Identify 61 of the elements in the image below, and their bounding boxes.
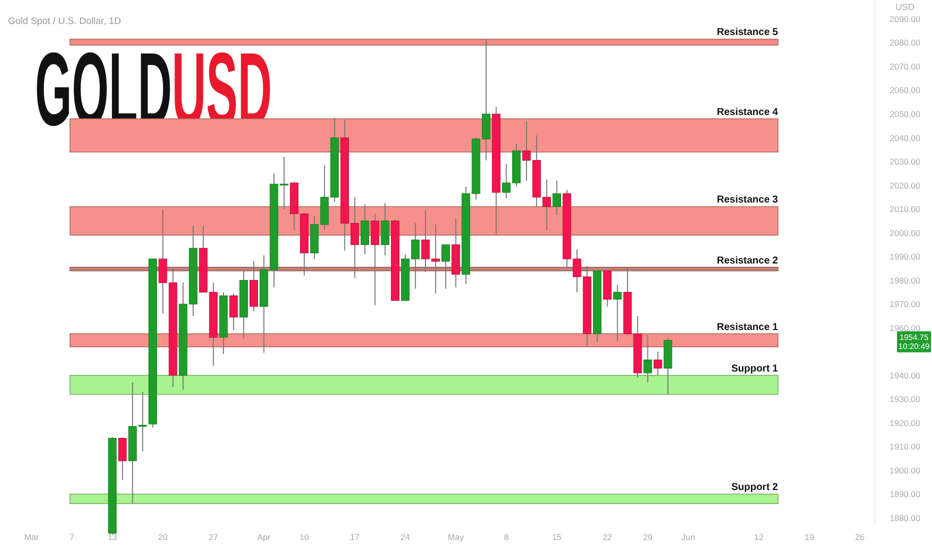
- y-tick-label: 1970.00: [890, 299, 921, 310]
- band-label: Resistance 4: [716, 106, 778, 118]
- x-tick-label: 15: [552, 532, 562, 542]
- band-label: Resistance 2: [716, 255, 778, 266]
- y-tick-label: 1900.00: [890, 465, 921, 476]
- y-tick-label: 1880.00: [890, 512, 921, 523]
- y-tick-label: 1990.00: [890, 252, 921, 262]
- x-tick-label: 7: [70, 532, 75, 542]
- band-label: Resistance 1: [716, 322, 778, 333]
- y-tick-label: 1910.00: [890, 442, 921, 452]
- y-tick-label: 2070.00: [890, 61, 921, 72]
- candlestick: [654, 351, 662, 376]
- x-tick-label: 27: [208, 532, 218, 542]
- y-tick-label: 2080.00: [890, 38, 921, 48]
- band-label: Resistance 3: [716, 194, 778, 206]
- x-tick-label: Jun: [681, 532, 696, 542]
- y-tick-label: 1960.00: [890, 322, 921, 333]
- y-tick-label: 1930.00: [890, 394, 921, 404]
- y-tick-label: 1940.00: [890, 370, 921, 380]
- x-tick-label: 10: [300, 532, 310, 542]
- y-tick-label: 2000.00: [890, 228, 921, 238]
- y-tick-label: 2040.00: [890, 132, 921, 143]
- text: 1954.75: [900, 333, 930, 342]
- candlestick: [370, 213, 380, 306]
- candlestick: [280, 156, 288, 210]
- y-tick-label: 2010.00: [890, 204, 921, 214]
- x-tick-label: 13: [108, 532, 118, 542]
- x-tick-label: 19: [804, 532, 814, 542]
- y-tick-label: 1890.00: [890, 489, 921, 500]
- y-tick-label: 2090.00: [890, 14, 921, 24]
- text: Gold Spot / U.S. Dollar, 1D: [8, 16, 122, 27]
- y-tick-label: 2060.00: [890, 85, 921, 96]
- candlestick: [360, 204, 370, 255]
- y-tick-label: 2050.00: [890, 109, 921, 119]
- x-tick-label: 20: [158, 532, 168, 542]
- candlestick: [380, 202, 390, 256]
- candlestick: [613, 284, 622, 342]
- x-tick-label: May: [448, 532, 465, 542]
- text: 10:20:49: [898, 342, 930, 352]
- x-tick-label: 22: [602, 532, 612, 542]
- y-tick-label: 2020.00: [890, 180, 921, 190]
- x-tick-label: 12: [754, 532, 764, 542]
- candlestick: [118, 436, 127, 480]
- y-axis-title: USD: [895, 2, 915, 12]
- candlestick: [229, 292, 238, 331]
- candlestick: [643, 334, 652, 383]
- x-tick-label: 8: [504, 532, 509, 542]
- x-tick-label: 24: [400, 532, 410, 542]
- y-tick-label: 2030.00: [890, 156, 921, 167]
- x-tick-label: 26: [855, 532, 865, 542]
- band-label: Support 1: [731, 363, 778, 374]
- band-label: Resistance 5: [716, 27, 778, 38]
- y-tick-label: 1920.00: [890, 418, 921, 428]
- x-tick-label: 17: [350, 532, 360, 542]
- y-tick-label: 1980.00: [890, 275, 921, 286]
- band-label: Support 2: [731, 482, 778, 494]
- candlestick: [441, 244, 450, 290]
- x-tick-label: Apr: [257, 532, 271, 542]
- x-tick-label: 29: [642, 532, 653, 542]
- candlestick: [552, 180, 562, 216]
- x-tick-label: Mar: [24, 532, 40, 542]
